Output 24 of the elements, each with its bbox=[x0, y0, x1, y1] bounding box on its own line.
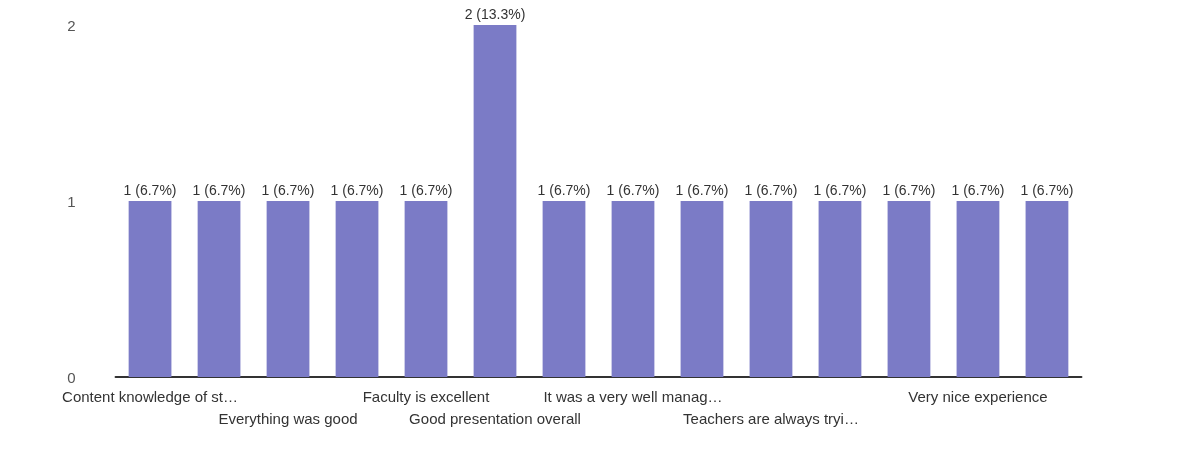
x-tick-label: It was a very well manag… bbox=[543, 387, 723, 405]
data-label: 1 (6.7%) bbox=[675, 182, 729, 198]
x-tick-label: Everything was good bbox=[218, 409, 358, 427]
data-label: 1 (6.7%) bbox=[951, 182, 1005, 198]
data-label: 1 (6.7%) bbox=[261, 182, 315, 198]
data-label: 1 (6.7%) bbox=[813, 182, 867, 198]
x-tick-label: Faculty is excellent bbox=[362, 387, 491, 405]
data-label: 1 (6.7%) bbox=[537, 182, 591, 198]
data-label: 1 (6.7%) bbox=[606, 182, 660, 198]
data-label: 2 (13.3%) bbox=[464, 6, 526, 22]
data-label: 1 (6.7%) bbox=[882, 182, 936, 198]
y-tick-label: 1 bbox=[67, 192, 76, 210]
y-tick-label: 2 bbox=[67, 16, 76, 34]
data-label: 1 (6.7%) bbox=[123, 182, 177, 198]
data-label: 1 (6.7%) bbox=[1020, 182, 1074, 198]
x-tick-label: Content knowledge of st… bbox=[62, 387, 238, 405]
x-tick-label: Very nice experience bbox=[908, 387, 1048, 405]
x-tick-label: Good presentation overall bbox=[409, 409, 581, 427]
data-label: 1 (6.7%) bbox=[330, 182, 384, 198]
x-tick-label: Teachers are always tryi… bbox=[683, 409, 859, 427]
data-label: 1 (6.7%) bbox=[399, 182, 453, 198]
data-label: 1 (6.7%) bbox=[192, 182, 246, 198]
y-tick-label: 0 bbox=[67, 368, 76, 386]
data-label: 1 (6.7%) bbox=[744, 182, 798, 198]
